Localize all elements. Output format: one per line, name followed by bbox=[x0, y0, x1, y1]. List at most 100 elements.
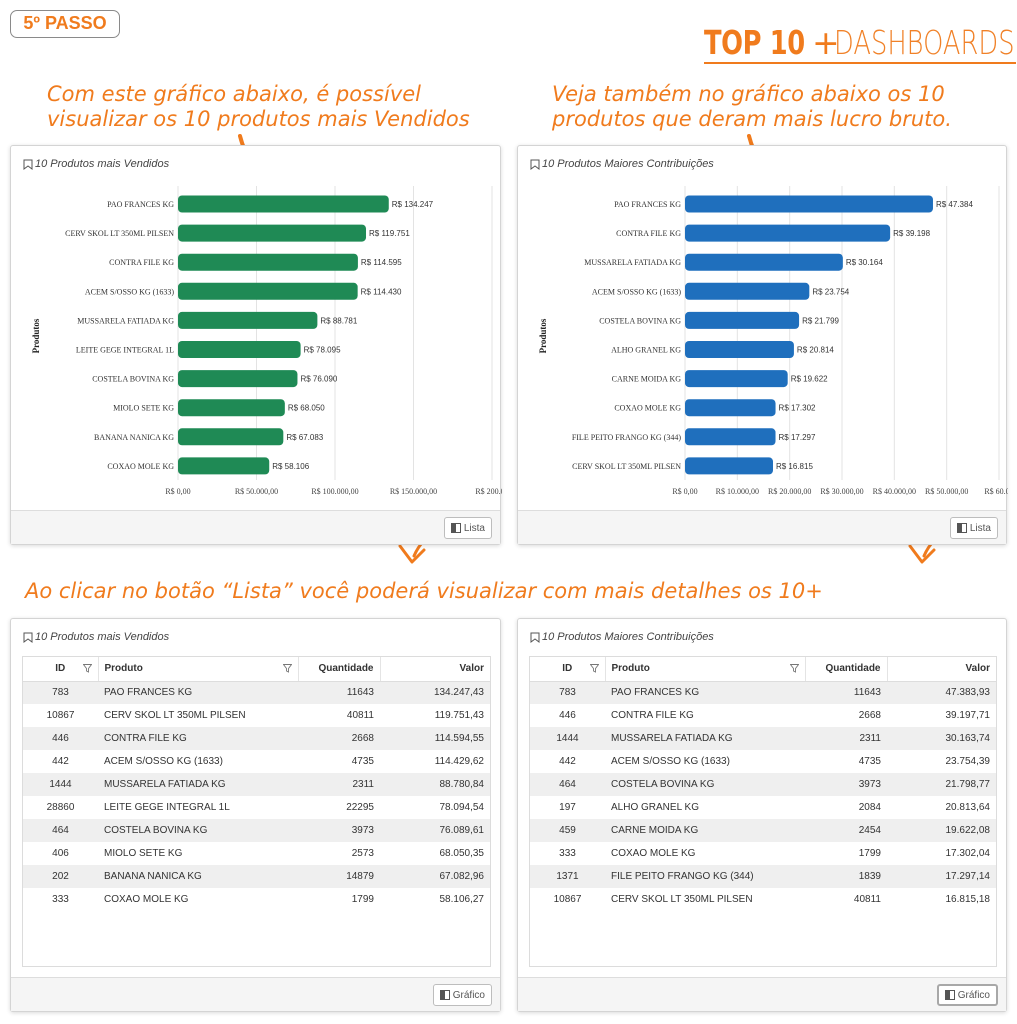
table-row[interactable]: 446 CONTRA FILE KG 2668 39.197,71 bbox=[530, 704, 996, 727]
cell-valor: 134.247,43 bbox=[380, 681, 490, 704]
panel-toggle-icon bbox=[956, 523, 967, 533]
cell-produto: LEITE GEGE INTEGRAL 1L bbox=[104, 802, 230, 813]
x-tick-label: R$ 150.000,00 bbox=[390, 487, 437, 496]
data-table: ID Produto Quantidade Valor 783 PAO FRANC… bbox=[23, 657, 490, 911]
column-header-produto[interactable]: Produto bbox=[605, 657, 806, 682]
cell-id: 202 bbox=[23, 865, 98, 888]
y-tick-label: PAO FRANCES KG bbox=[614, 200, 681, 209]
cell-id: 464 bbox=[23, 819, 98, 842]
table-row[interactable]: 442 ACEM S/OSSO KG (1633) 4735 23.754,39 bbox=[530, 750, 996, 773]
column-header-label: ID bbox=[55, 663, 66, 675]
table-row[interactable]: 459 CARNE MOIDA KG 2454 19.622,08 bbox=[530, 819, 996, 842]
data-label: R$ 76.090 bbox=[300, 375, 337, 384]
cell-produto: BANANA NANICA KG bbox=[98, 865, 298, 888]
bar bbox=[178, 311, 318, 329]
chart-button[interactable]: Gráfico bbox=[936, 984, 998, 1006]
y-tick-label: BANANA NANICA KG bbox=[94, 433, 174, 442]
filter-icon[interactable] bbox=[82, 664, 92, 673]
table-row[interactable]: 1371 FILE PEITO FRANGO KG (344) 1839 17.297… bbox=[530, 865, 996, 888]
y-tick-label: PAO FRANCES KG bbox=[107, 200, 174, 209]
caption-left: Com este gráfico abaixo, é possível visu… bbox=[47, 82, 470, 132]
bar bbox=[685, 370, 788, 388]
column-header-label: Quantidade bbox=[318, 663, 374, 675]
table-row[interactable]: 783 PAO FRANCES KG 11643 134.247,43 bbox=[23, 681, 490, 704]
cell-valor: 23.754,39 bbox=[945, 756, 991, 767]
data-label: R$ 58.106 bbox=[272, 462, 309, 471]
cell-produto: CONTRA FILE KG bbox=[98, 727, 298, 750]
table-row[interactable]: 202 BANANA NANICA KG 14879 67.082,96 bbox=[23, 865, 490, 888]
table-row[interactable]: 10867 CERV SKOL LT 350ML PILSEN 40811 16.81… bbox=[530, 888, 996, 911]
cell-valor: 47.383,93 bbox=[887, 681, 996, 704]
cell-valor: 68.050,35 bbox=[439, 848, 485, 859]
data-label: R$ 21.799 bbox=[802, 316, 839, 325]
column-header-quantidade[interactable]: Quantidade bbox=[805, 657, 888, 682]
table-row[interactable]: 406 MIOLO SETE KG 2573 68.050,35 bbox=[23, 842, 490, 865]
bar bbox=[685, 457, 773, 475]
data-label: R$ 47.384 bbox=[936, 200, 973, 209]
table-row[interactable]: 197 ALHO GRANEL KG 2084 20.813,64 bbox=[530, 796, 996, 819]
column-header-valor[interactable]: Valor bbox=[380, 657, 490, 682]
list-button[interactable]: Lista bbox=[443, 517, 492, 539]
filter-icon[interactable] bbox=[282, 664, 292, 673]
y-tick-label: CARNE MOIDA KG bbox=[612, 375, 682, 384]
x-tick-label: R$ 0,00 bbox=[672, 487, 697, 496]
cell-id: 442 bbox=[559, 756, 576, 767]
bar bbox=[685, 224, 891, 242]
data-label: R$ 19.622 bbox=[791, 375, 828, 384]
column-header-quantidade[interactable]: Quantidade bbox=[298, 657, 381, 682]
panel-title: 10 Produtos mais Vendidos bbox=[23, 158, 169, 170]
table-row[interactable]: 442 ACEM S/OSSO KG (1633) 4735 114.429,62 bbox=[23, 750, 490, 773]
cell-id: 1371 bbox=[530, 865, 605, 888]
y-tick-label: CERV SKOL LT 350ML PILSEN bbox=[65, 229, 174, 238]
y-tick-label: COSTELA BOVINA KG bbox=[92, 375, 174, 384]
filter-icon[interactable] bbox=[589, 664, 599, 673]
table-row[interactable]: 1444 MUSSARELA FATIADA KG 2311 30.163,74 bbox=[530, 727, 996, 750]
cell-id: 333 bbox=[52, 894, 69, 905]
cell-id: 10867 bbox=[553, 894, 582, 905]
column-header-valor[interactable]: Valor bbox=[887, 657, 996, 682]
bar bbox=[685, 428, 776, 446]
data-label: R$ 119.751 bbox=[369, 229, 410, 238]
panel-toggle-icon bbox=[439, 990, 450, 1000]
table-row[interactable]: 28860 LEITE GEGE INTEGRAL 1L 22295 78.094,5… bbox=[23, 796, 490, 819]
caption-left-line1: Com este gráfico abaixo, é possível bbox=[47, 82, 422, 106]
column-header-label: Quantidade bbox=[825, 663, 881, 675]
cell-id: 446 bbox=[23, 727, 98, 750]
cell-quantidade: 40811 bbox=[853, 894, 881, 905]
brand-top10: TOP 10 bbox=[704, 23, 805, 62]
x-tick-label: R$ 20.000,00 bbox=[768, 487, 811, 496]
cell-valor: 16.815,18 bbox=[945, 894, 991, 905]
table-row[interactable]: 464 COSTELA BOVINA KG 3973 21.798,77 bbox=[530, 773, 996, 796]
cell-id: 446 bbox=[559, 710, 576, 721]
bar bbox=[685, 195, 933, 213]
cell-id: 1444 bbox=[23, 773, 98, 796]
y-tick-label: COXAO MOLE KG bbox=[614, 404, 681, 413]
table-row[interactable]: 1444 MUSSARELA FATIADA KG 2311 88.780,84 bbox=[23, 773, 490, 796]
data-label: R$ 78.095 bbox=[304, 346, 341, 355]
x-tick-label: R$ 10.000,00 bbox=[716, 487, 759, 496]
table-row[interactable]: 333 COXAO MOLE KG 1799 17.302,04 bbox=[530, 842, 996, 865]
x-tick-label: R$ 0,00 bbox=[165, 487, 190, 496]
table-row[interactable]: 783 PAO FRANCES KG 11643 47.383,93 bbox=[530, 681, 996, 704]
bar bbox=[178, 457, 270, 475]
cell-quantidade: 2668 bbox=[858, 710, 881, 721]
column-header-id[interactable]: ID bbox=[23, 657, 99, 682]
table-row[interactable]: 10867 CERV SKOL LT 350ML PILSEN 40811 119.7… bbox=[23, 704, 490, 727]
chart-button[interactable]: Gráfico bbox=[432, 984, 492, 1006]
cell-valor: 30.163,74 bbox=[887, 727, 996, 750]
table-row[interactable]: 446 CONTRA FILE KG 2668 114.594,55 bbox=[23, 727, 490, 750]
cell-quantidade: 1799 bbox=[351, 894, 374, 905]
filter-icon[interactable] bbox=[789, 664, 799, 673]
column-header-id[interactable]: ID bbox=[530, 657, 606, 682]
list-button[interactable]: Lista bbox=[949, 517, 998, 539]
cell-produto: PAO FRANCES KG bbox=[605, 681, 805, 704]
column-header-produto[interactable]: Produto bbox=[98, 657, 299, 682]
table-row[interactable]: 464 COSTELA BOVINA KG 3973 76.089,61 bbox=[23, 819, 490, 842]
bar-chart-top-sold: R$ 0,00 R$ 50.000,00 R$ 100.000,00 R$ 150.0… bbox=[31, 186, 502, 496]
cell-id: 464 bbox=[530, 773, 605, 796]
panel-top-contribution-chart: 10 Produtos Maiores Contribuições R$ 0,0… bbox=[517, 145, 1008, 545]
cell-quantidade: 22295 bbox=[346, 802, 374, 813]
bar bbox=[178, 195, 389, 213]
table-row[interactable]: 333 COXAO MOLE KG 1799 58.106,27 bbox=[23, 888, 490, 911]
